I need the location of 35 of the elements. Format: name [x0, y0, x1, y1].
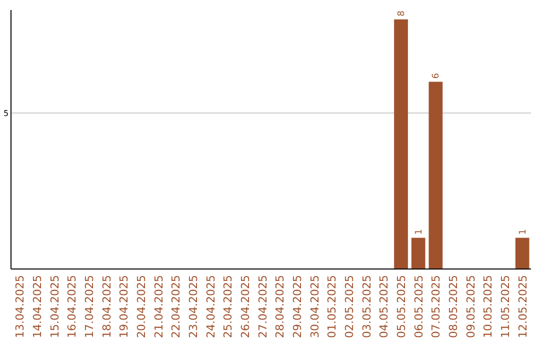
x-tick-label: 15.04.2025 — [48, 275, 62, 338]
x-tick-label: 19.04.2025 — [118, 275, 131, 338]
x-tick-label: 22.04.2025 — [170, 275, 183, 338]
x-tick-label: 16.04.2025 — [66, 275, 79, 338]
y-tick-label: 5 — [3, 108, 9, 118]
x-tick-label: 14.04.2025 — [31, 275, 44, 338]
x-tick-label: 08.05.2025 — [447, 275, 460, 338]
x-tick-label: 04.05.2025 — [378, 275, 391, 338]
x-tick-label: 20.04.2025 — [135, 275, 148, 338]
x-tick-label: 17.04.2025 — [83, 275, 96, 338]
x-tick-label: 03.05.2025 — [360, 275, 374, 338]
x-tick-label: 23.04.2025 — [187, 275, 200, 338]
x-tick-label: 26.04.2025 — [239, 275, 252, 338]
data-label: 6 — [432, 72, 442, 79]
x-tick-label: 30.04.2025 — [308, 275, 322, 338]
x-tick-label: 02.05.2025 — [343, 275, 356, 338]
x-tick-label: 28.04.2025 — [274, 275, 287, 338]
x-tick-label: 07.05.2025 — [430, 275, 443, 338]
x-tick-label: 05.05.2025 — [395, 275, 408, 338]
x-tick-label: 06.05.2025 — [412, 275, 426, 338]
x-tick-label: 12.05.2025 — [516, 275, 530, 338]
x-tick-label: 27.04.2025 — [256, 275, 270, 338]
x-tick-label: 10.05.2025 — [482, 275, 495, 338]
x-tick-label: 01.05.2025 — [326, 275, 339, 338]
x-tick-label: 21.04.2025 — [152, 275, 166, 338]
x-tick-label: 25.04.2025 — [222, 275, 235, 338]
x-tick-label: 29.04.2025 — [291, 275, 304, 338]
x-tick-label: 24.04.2025 — [204, 275, 218, 338]
x-tick-label: 18.04.2025 — [100, 275, 114, 338]
data-label: 1 — [414, 229, 424, 235]
x-tick-label: 09.05.2025 — [464, 275, 478, 338]
data-label: 8 — [397, 10, 407, 16]
x-tick-label: 13.04.2025 — [14, 275, 27, 338]
data-label: 1 — [518, 229, 528, 235]
x-tick-label: 11.05.2025 — [499, 275, 512, 338]
